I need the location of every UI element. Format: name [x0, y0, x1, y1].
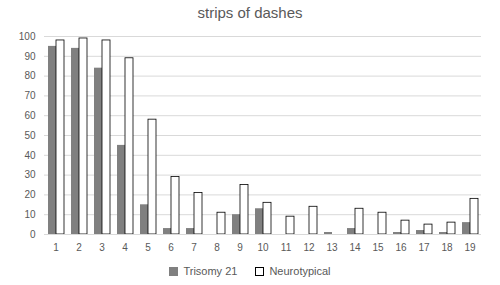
svg-text:10: 10 [257, 242, 269, 253]
svg-text:7: 7 [191, 242, 197, 253]
svg-text:100: 100 [19, 31, 36, 42]
html-text:Neurotypical: Neurotypical [269, 264, 331, 277]
svg-text:16: 16 [395, 242, 407, 253]
svg-text:11: 11 [281, 242, 292, 253]
svg-text:12: 12 [303, 242, 315, 253]
svg-text:1: 1 [53, 242, 59, 253]
svg-text:19: 19 [464, 242, 476, 253]
svg-text:17: 17 [418, 242, 430, 253]
svg-text:80: 80 [24, 70, 36, 81]
svg-text:18: 18 [441, 242, 453, 253]
svg-text:13: 13 [326, 242, 338, 253]
svg-text:90: 90 [24, 51, 36, 62]
html-text:Trisomy 21: Trisomy 21 [183, 264, 238, 277]
svg-text:3: 3 [99, 242, 105, 253]
svg-text:4: 4 [122, 242, 128, 253]
svg-text:9: 9 [237, 242, 243, 253]
svg-text:15: 15 [372, 242, 384, 253]
svg-text:10: 10 [24, 209, 36, 220]
svg-text:40: 40 [24, 150, 36, 161]
svg-text:50: 50 [24, 130, 36, 141]
svg-text:2: 2 [76, 242, 82, 253]
svg-text:70: 70 [24, 90, 36, 101]
svg-text:8: 8 [214, 242, 220, 253]
svg-text:20: 20 [24, 189, 36, 200]
svg-text:5: 5 [145, 242, 151, 253]
svg-text:14: 14 [349, 242, 361, 253]
html-text:strips of dashes: strips of dashes [197, 4, 303, 21]
svg-text:6: 6 [168, 242, 174, 253]
svg-text:0: 0 [30, 229, 36, 240]
svg-text:30: 30 [24, 169, 36, 180]
svg-text:60: 60 [24, 110, 36, 121]
